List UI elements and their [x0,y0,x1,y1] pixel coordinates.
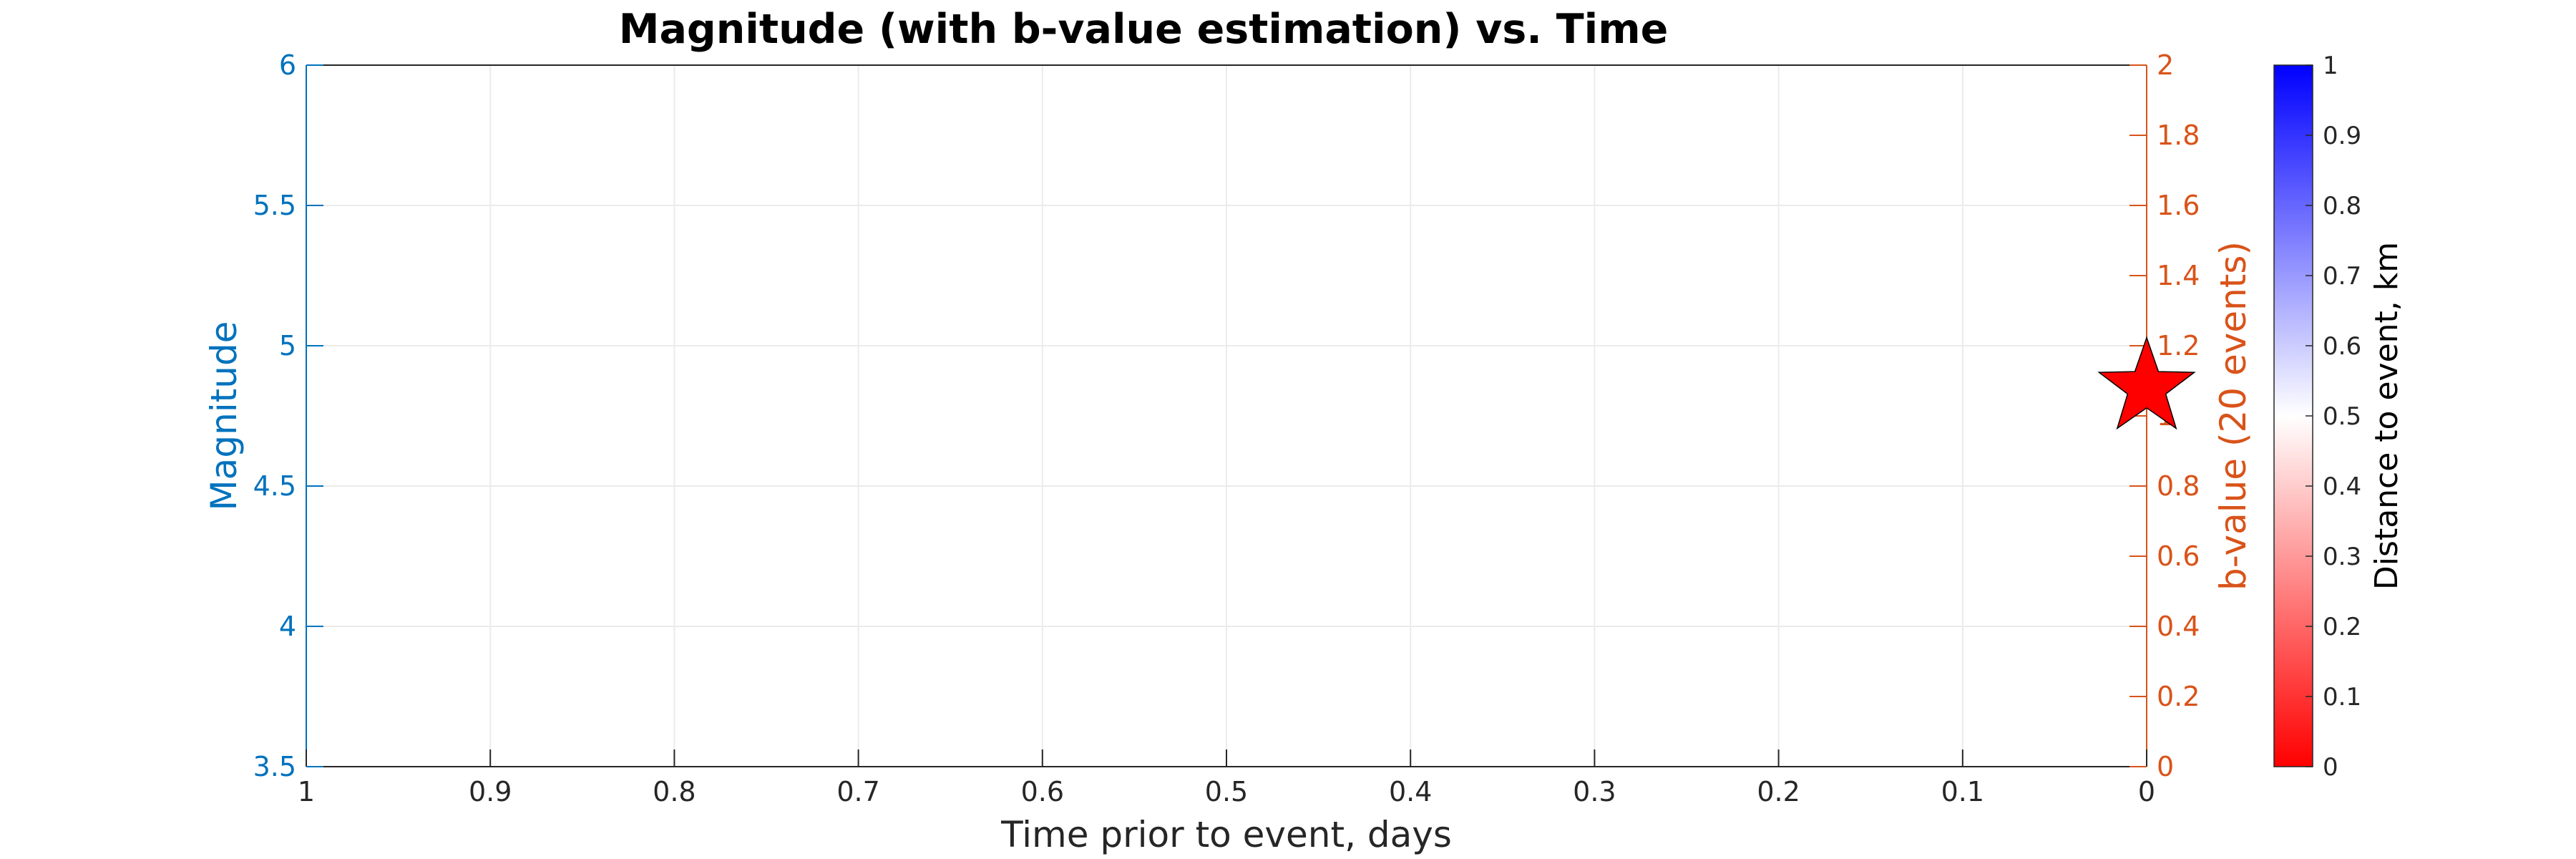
colorbar-ticks: 0 0.1 0.2 0.3 0.4 0.5 0.6 0.7 0.8 0.9 1 [2306,52,2361,782]
x-axis-label: Time prior to event, days [1000,814,1452,855]
right-y-axis-label: b-value (20 events) [2212,241,2254,591]
colorbar-tick-label: 0.5 [2323,402,2361,431]
right-y-tick-label: 1.8 [2157,120,2200,151]
left-y-tick-label: 6 [279,49,296,81]
x-tick-label: 0.6 [1021,776,1064,807]
right-y-tick-label: 1.2 [2157,330,2200,361]
left-y-axis: 3.5 4 4.5 5 5.5 6 [253,49,323,782]
x-tick-label: 0.9 [469,776,512,807]
grid-lines [306,65,2147,767]
x-tick-label: 1 [298,776,315,807]
left-y-axis-label: Magnitude [203,321,245,511]
left-y-tick-label: 3.5 [253,751,296,782]
chart-title: Magnitude (with b-value estimation) vs. … [619,6,1669,53]
x-tick-label: 0.5 [1205,776,1248,807]
x-axis: 1 0.9 0.8 0.7 0.6 0.5 0.4 0.3 0.2 0.1 0 [298,749,2155,807]
left-y-tick-label: 5 [279,330,296,361]
right-y-tick-label: 2 [2157,49,2174,81]
left-y-tick-label: 5.5 [253,190,296,221]
left-y-tick-label: 4 [279,611,296,642]
x-tick-label: 0.8 [653,776,696,807]
right-y-tick-label: 0.6 [2157,540,2200,572]
right-y-axis: 00.20.40.60.811.21.41.61.82 [2129,49,2200,782]
colorbar-tick-label: 0.8 [2323,192,2361,220]
data-series [2097,336,2196,430]
right-y-tick-label: 0 [2157,751,2174,782]
colorbar-tick-label: 0.7 [2323,262,2361,291]
right-y-tick-label: 0.4 [2157,611,2200,642]
colorbar-tick-label: 1 [2323,52,2338,80]
x-tick-label: 0.3 [1573,776,1616,807]
colorbar-label: Distance to event, km [2368,242,2405,590]
x-tick-label: 0.4 [1389,776,1432,807]
right-y-tick-label: 0.2 [2157,681,2200,712]
x-tick-label: 0.2 [1757,776,1800,807]
right-y-tick-label: 0.8 [2157,470,2200,502]
x-tick-label: 0.7 [836,776,879,807]
main-event-star-marker [2097,336,2196,430]
colorbar-tick-label: 0.4 [2323,472,2361,501]
colorbar-tick-label: 0 [2323,753,2338,782]
left-y-tick-label: 4.5 [253,470,296,502]
colorbar-tick-label: 0.2 [2323,613,2361,641]
colorbar-tick-label: 0.3 [2323,543,2361,571]
x-tick-label: 0.1 [1941,776,1984,807]
colorbar-tick-label: 0.1 [2323,683,2361,712]
right-y-tick-label: 1.6 [2157,190,2200,221]
colorbar-tick-label: 0.6 [2323,332,2361,361]
right-y-tick-label: 1.4 [2157,260,2200,291]
x-tick-label: 0 [2138,776,2155,807]
colorbar-tick-label: 0.9 [2323,122,2361,150]
